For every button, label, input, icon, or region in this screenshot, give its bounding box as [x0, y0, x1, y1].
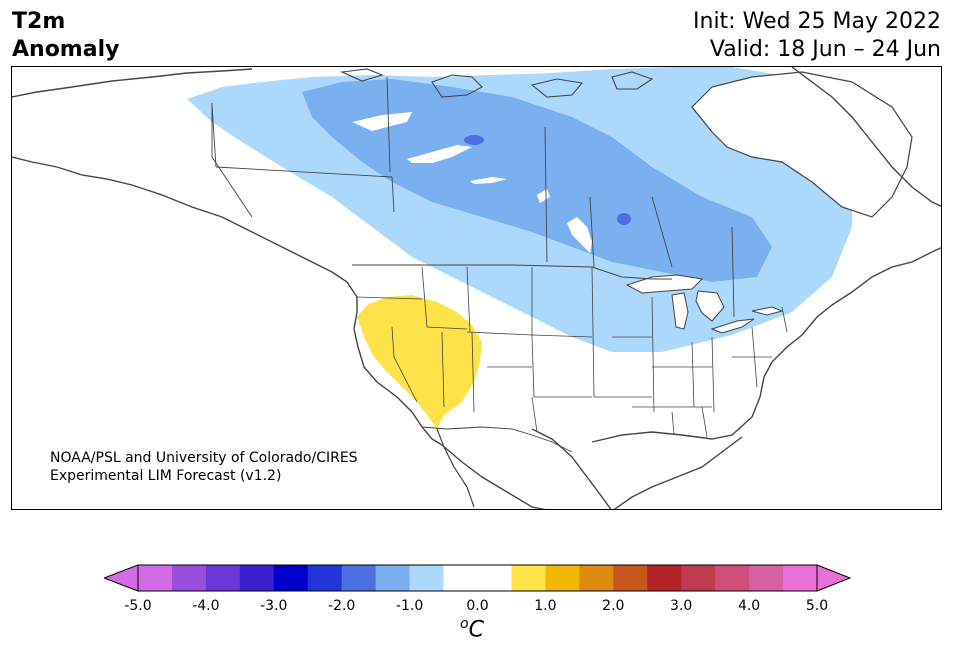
colorbar-tick-label: 2.0 [602, 598, 625, 614]
credit-text: NOAA/PSL and University of Colorado/CIRE… [50, 449, 358, 485]
anomaly-map: NOAA/PSL and University of Colorado/CIRE… [11, 66, 942, 510]
unit-degree-symbol: o [460, 616, 469, 632]
colorbar-cell [409, 565, 445, 591]
great-bear-lake [352, 112, 412, 131]
init-date: Init: Wed 25 May 2022 [693, 9, 941, 34]
lake-ontario [751, 306, 784, 316]
small-lake [537, 189, 550, 203]
us-state-borders [356, 266, 788, 438]
coastline-mexico [441, 428, 743, 509]
colorbar-cell [511, 565, 546, 591]
lake-superior [625, 274, 704, 294]
colorbar-cell [477, 565, 512, 591]
coastline-west [12, 156, 443, 446]
baja-peninsula [436, 428, 475, 508]
colorbar-tick-label: -4.0 [192, 598, 220, 614]
colorbar-tick-label: -5.0 [124, 598, 152, 614]
unit-letter: C [468, 617, 484, 643]
alaska-border [211, 103, 253, 218]
colorbar-max-extension [816, 564, 852, 592]
lake-winnipeg [567, 217, 592, 253]
colorbar-tick-label: 4.0 [737, 598, 761, 614]
colorbar-cell [273, 565, 309, 591]
great-slave-lake [407, 145, 472, 163]
lake-athabasca [470, 177, 507, 184]
colorbar-cells [138, 565, 818, 591]
colorbar-cell [647, 565, 682, 591]
colorbar [104, 564, 852, 592]
colorbar-unit: oC [460, 616, 484, 642]
colorbar-cell [545, 565, 580, 591]
colorbar-cell [715, 565, 750, 591]
coastline-gulf-east [591, 247, 941, 443]
coastline-alaska-north [12, 68, 253, 98]
colorbar-tick-label: -2.0 [328, 598, 356, 614]
lake-michigan [671, 292, 689, 330]
colorbar-tick-label: 1.0 [534, 598, 557, 614]
colorbar-tick-label: 5.0 [805, 598, 829, 614]
colorbar-cell [579, 565, 614, 591]
forecast-dates: Init: Wed 25 May 2022 Valid: 18 Jun – 24… [693, 8, 941, 64]
title-line-2: Anomaly [12, 37, 120, 62]
coastline-northeast [791, 67, 941, 207]
arctic-islands [339, 68, 654, 98]
colorbar-cell [613, 565, 648, 591]
colorbar-cell [341, 565, 377, 591]
colorbar-cell [171, 565, 207, 591]
title-line-1: T2m [12, 9, 66, 34]
colorbar-cell [749, 565, 784, 591]
valid-date: Valid: 18 Jun – 24 Jun [709, 37, 941, 62]
credit-line-1: NOAA/PSL and University of Colorado/CIRE… [50, 450, 358, 466]
colorbar-cell [375, 565, 411, 591]
lake-erie [710, 318, 755, 334]
anomaly-region-mid-blue [302, 79, 772, 282]
hudson-bay [691, 71, 913, 218]
colorbar-cell [307, 565, 343, 591]
credit-line-2: Experimental LIM Forecast (v1.2) [50, 468, 282, 484]
colorbar-cell [239, 565, 275, 591]
colorbar-cell [783, 565, 818, 591]
colorbar-cell [443, 565, 478, 591]
map-title: T2m Anomaly [12, 8, 119, 64]
colorbar-cell [205, 565, 241, 591]
colorbar-tick-label: -3.0 [260, 598, 288, 614]
colorbar-tick-label: -1.0 [395, 598, 424, 614]
colorbar-cell [138, 565, 173, 591]
colorbar-tick-label: 0.0 [466, 598, 489, 614]
anomaly-spot-dark-blue [617, 213, 631, 225]
colorbar-frame [137, 564, 818, 592]
colorbar-min-extension [104, 564, 139, 592]
anomaly-spot-dark-blue [464, 135, 484, 145]
us-mexico-border [421, 426, 573, 453]
map-canvas: NOAA/PSL and University of Colorado/CIRE… [12, 67, 941, 509]
colorbar-tick-label: 3.0 [670, 598, 693, 614]
province-borders [211, 76, 735, 318]
lake-huron [695, 290, 725, 322]
colorbar-cell [681, 565, 716, 591]
